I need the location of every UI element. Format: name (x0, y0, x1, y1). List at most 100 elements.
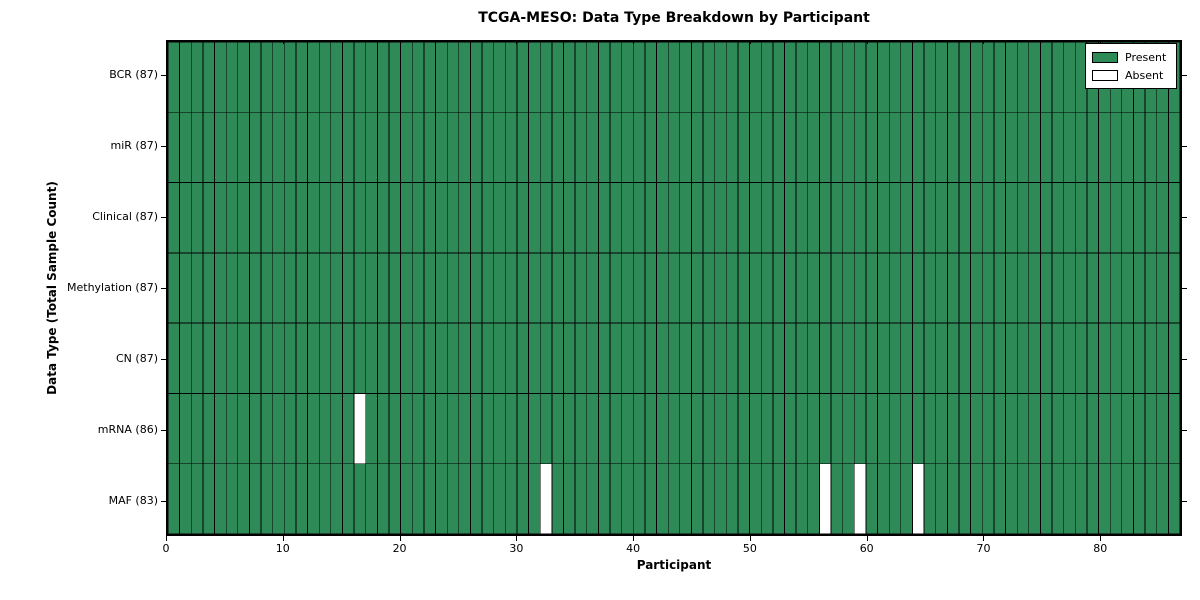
heatmap-cell (1121, 252, 1134, 324)
heatmap-cell (1063, 111, 1076, 183)
heatmap-cell (493, 42, 506, 113)
heatmap-cell (168, 393, 181, 465)
heatmap-cell (342, 463, 355, 534)
heatmap-cell (1040, 111, 1053, 183)
heatmap-cell (900, 393, 913, 465)
heatmap-cell (190, 463, 204, 534)
heatmap-cell (470, 322, 483, 394)
heatmap-cell (760, 182, 774, 254)
heatmap-cell (388, 111, 402, 183)
heatmap-cell (888, 393, 902, 465)
heatmap-cell (714, 182, 727, 254)
heatmap-cell (295, 111, 308, 183)
heatmap-cell (667, 463, 681, 534)
heatmap-cell (749, 252, 762, 324)
y-tick-mark-right (1182, 146, 1187, 147)
heatmap-cell (935, 393, 948, 465)
heatmap-cell (935, 111, 948, 183)
heatmap-cell (539, 252, 553, 324)
x-tick-mark-top (750, 40, 751, 44)
heatmap-cell (190, 182, 204, 254)
heatmap-cell (958, 42, 972, 113)
heatmap-cell (807, 393, 820, 465)
heatmap-cell (481, 463, 495, 534)
heatmap-cell (1074, 463, 1088, 534)
heatmap-cell (725, 42, 739, 113)
heatmap-cell (330, 322, 343, 394)
y-tick-mark-left (161, 146, 166, 147)
heatmap-cell (365, 322, 378, 394)
heatmap-cell (295, 463, 308, 534)
heatmap-cell (714, 322, 727, 394)
heatmap-cell (853, 111, 867, 183)
heatmap-cell (981, 42, 995, 113)
heatmap-cell (644, 463, 657, 534)
heatmap-cell (411, 463, 425, 534)
heatmap-cell (807, 182, 820, 254)
heatmap-cell (725, 463, 739, 534)
heatmap-cell (295, 393, 308, 465)
heatmap-cell (539, 182, 553, 254)
heatmap-cell (272, 322, 285, 394)
heatmap-cell (1016, 463, 1030, 534)
heatmap-cell (970, 322, 983, 394)
heatmap-cell (493, 393, 506, 465)
heatmap-cell (249, 393, 262, 465)
heatmap-cell (1133, 111, 1146, 183)
heatmap-cell (853, 42, 867, 113)
heatmap-cell (202, 393, 215, 465)
heatmap-cell (877, 393, 890, 465)
heatmap-cell (749, 42, 762, 113)
heatmap-cell (504, 252, 518, 324)
heatmap-cell (318, 42, 332, 113)
heatmap-cell (481, 393, 495, 465)
heatmap-cell (923, 111, 937, 183)
heatmap-cell (168, 252, 181, 324)
heatmap-cell (784, 42, 797, 113)
heatmap-cell (516, 111, 529, 183)
heatmap-cell (470, 42, 483, 113)
heatmap-cell (260, 322, 274, 394)
heatmap-cell (1098, 463, 1111, 534)
heatmap-cell (283, 322, 297, 394)
heatmap-cell (202, 252, 215, 324)
heatmap-cell (342, 322, 355, 394)
heatmap-cell (388, 393, 402, 465)
heatmap-cell (609, 111, 623, 183)
heatmap-cell (446, 42, 460, 113)
heatmap-cell (365, 463, 378, 534)
heatmap-cell (912, 393, 925, 465)
heatmap-cell (923, 252, 937, 324)
heatmap-cell (597, 252, 611, 324)
heatmap-cell (1040, 252, 1053, 324)
heatmap-cell (563, 182, 576, 254)
heatmap-cell (272, 252, 285, 324)
heatmap-cell (1167, 393, 1180, 465)
heatmap-cell (400, 393, 413, 465)
heatmap-cell (353, 322, 367, 394)
heatmap-cell (1040, 463, 1053, 534)
heatmap-cell (470, 182, 483, 254)
legend-label-absent: Absent (1125, 68, 1164, 82)
heatmap-cell (179, 393, 192, 465)
heatmap-cell (353, 252, 367, 324)
heatmap-cell (737, 463, 751, 534)
heatmap-cell (946, 42, 960, 113)
heatmap-cell (435, 252, 448, 324)
heatmap-cell (900, 322, 913, 394)
heatmap-cell (819, 182, 832, 254)
heatmap-cell (1167, 111, 1180, 183)
heatmap-cell (435, 463, 448, 534)
heatmap-cell (249, 42, 262, 113)
heatmap-cell (714, 252, 727, 324)
heatmap-cell (481, 182, 495, 254)
heatmap-cell (865, 252, 878, 324)
heatmap-cell (1005, 182, 1018, 254)
heatmap-cell (586, 182, 599, 254)
heatmap-cell (679, 252, 692, 324)
heatmap-cell (609, 463, 623, 534)
heatmap-cell (946, 111, 960, 183)
heatmap-cell (283, 42, 297, 113)
heatmap-cell (935, 182, 948, 254)
x-tick-mark-bottom (516, 536, 517, 541)
